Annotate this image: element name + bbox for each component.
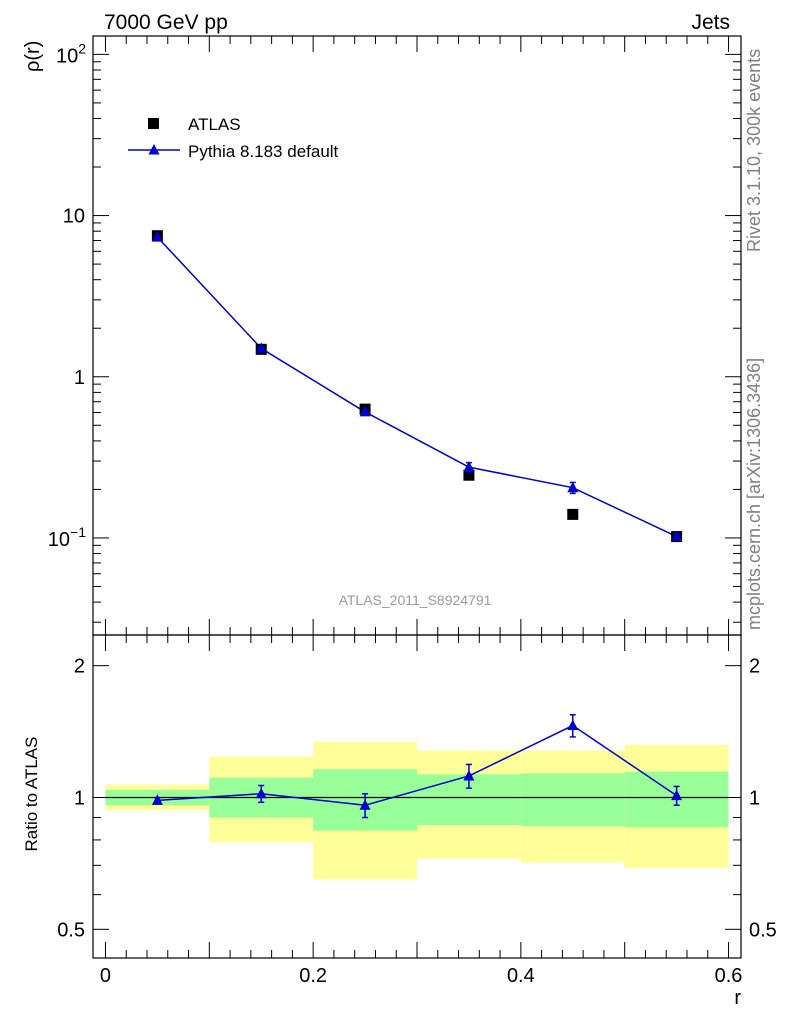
ratio-inner-band bbox=[520, 773, 625, 827]
ratio-mc-point bbox=[151, 794, 163, 805]
main-y-tick-label: 10−1 bbox=[48, 524, 86, 551]
mcplots-reference-note: mcplots.cern.ch [arXiv:1306.3436] bbox=[744, 357, 764, 630]
mc-point bbox=[567, 481, 579, 493]
main-y-tick-label: 10 bbox=[63, 206, 85, 228]
main-y-tick-label: 102 bbox=[56, 40, 86, 67]
ratio-y-tick-label-right: 2 bbox=[749, 656, 760, 678]
legend-mc-marker bbox=[148, 144, 160, 155]
ratio-y-tick-label: 1 bbox=[74, 787, 85, 809]
ratio-y-tick-label-right: 1 bbox=[749, 787, 760, 809]
analysis-watermark: ATLAS_2011_S8924791 bbox=[339, 592, 492, 608]
mc-point bbox=[255, 342, 267, 353]
ratio-y-axis-label: Ratio to ATLAS bbox=[22, 737, 41, 852]
legend-mc-label: Pythia 8.183 default bbox=[188, 142, 339, 161]
ratio-y-tick-label-right: 0.5 bbox=[749, 919, 777, 941]
legend-atlas-label: ATLAS bbox=[188, 115, 241, 134]
x-axis-label: r bbox=[734, 987, 741, 1009]
rivet-version-note: Rivet 3.1.10, 300k events bbox=[744, 48, 764, 252]
header-process-label: Jets bbox=[691, 11, 730, 34]
ratio-mc-point bbox=[463, 769, 475, 781]
mc-point bbox=[671, 530, 683, 542]
data-point bbox=[567, 508, 579, 520]
ratio-x-tick-label: 0.4 bbox=[507, 965, 535, 987]
ratio-mc-point bbox=[359, 799, 371, 810]
ratio-x-tick-label: 0.6 bbox=[715, 965, 743, 987]
ratio-mc-line bbox=[157, 724, 678, 807]
mc-point bbox=[151, 231, 163, 242]
ratio-y-tick-label: 0.5 bbox=[57, 919, 85, 941]
mc-line bbox=[156, 236, 677, 538]
ratio-x-tick-label: 0.2 bbox=[299, 965, 327, 987]
ratio-x-tick-label: 0 bbox=[100, 965, 111, 987]
ratio-y-tick-label: 2 bbox=[74, 656, 85, 678]
ratio-mc-point bbox=[255, 787, 267, 799]
mc-point bbox=[359, 405, 371, 417]
ratio-mc-point bbox=[567, 719, 579, 731]
header-energy-label: 7000 GeV pp bbox=[104, 11, 228, 34]
mc-point bbox=[463, 461, 475, 472]
data-point bbox=[463, 469, 475, 481]
ratio-mc-point bbox=[671, 789, 683, 801]
legend-atlas-marker bbox=[148, 118, 159, 129]
main-y-axis-label: ρ(r) bbox=[22, 41, 44, 72]
main-y-tick-label: 1 bbox=[74, 367, 85, 389]
